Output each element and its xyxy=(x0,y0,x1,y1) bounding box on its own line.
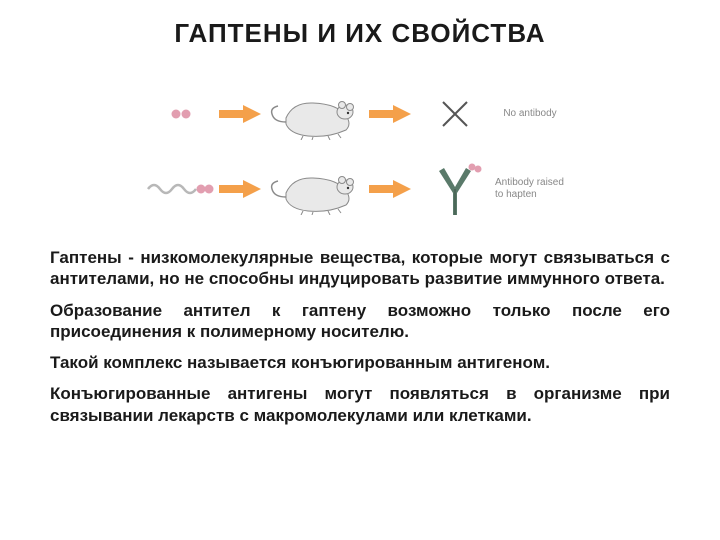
paragraph: Образование антител к гаптену возможно т… xyxy=(50,300,670,343)
row1-label: No antibody xyxy=(495,108,565,120)
arrow-icon xyxy=(365,103,415,125)
mouse-icon xyxy=(265,163,365,215)
hapten-icon xyxy=(145,104,215,124)
slide: ГАПТЕНЫ И ИХ СВОЙСТВА xyxy=(0,0,720,540)
arrow-icon xyxy=(365,178,415,200)
antibody-icon xyxy=(415,159,495,219)
paragraph: Гаптены - низкомолекулярные вещества, ко… xyxy=(50,247,670,290)
paragraph: Такой комплекс называется конъюгированны… xyxy=(50,352,670,373)
body-text: Гаптены - низкомолекулярные вещества, ко… xyxy=(50,247,670,426)
diagram-row-conjugate: Antibody raised to hapten xyxy=(145,154,575,224)
hapten-carrier-icon xyxy=(145,177,215,201)
page-title: ГАПТЕНЫ И ИХ СВОЙСТВА xyxy=(50,18,670,49)
arrow-icon xyxy=(215,178,265,200)
diagram-row-hapten: No antibody xyxy=(145,79,575,149)
no-antibody-icon xyxy=(415,94,495,134)
paragraph: Конъюгированные антигены могут появлятьс… xyxy=(50,383,670,426)
hapten-diagram: No antibody xyxy=(145,79,575,229)
mouse-icon xyxy=(265,88,365,140)
row2-label: Antibody raised to hapten xyxy=(495,177,565,201)
arrow-icon xyxy=(215,103,265,125)
